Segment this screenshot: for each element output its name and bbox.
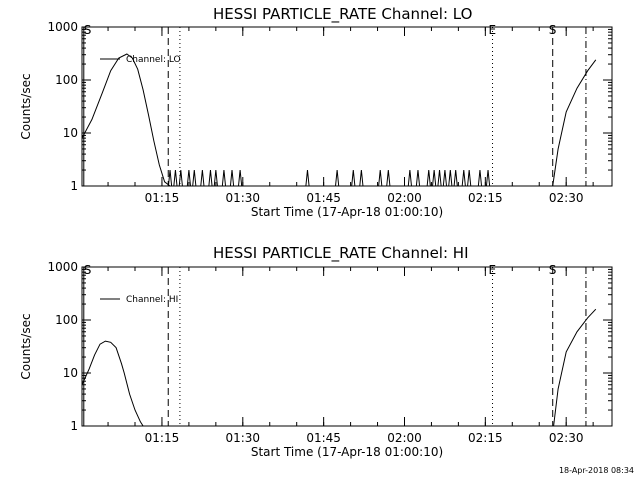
lo-series-spike (192, 169, 197, 187)
lo-series-spike (167, 169, 173, 187)
lo-x-tick-label: 01:30 (225, 191, 260, 205)
lo-series-spike (229, 169, 235, 187)
lo-series-spike (335, 169, 340, 187)
lo-series-spike (305, 169, 310, 187)
lo-y-axis-label: Counts/sec (19, 73, 33, 139)
lo-marker-label: E (489, 23, 497, 37)
lo-series-spike (448, 169, 453, 187)
hi-legend-label: Channel: HI (126, 295, 178, 305)
lo-plot-frame (81, 26, 613, 187)
lo-series-spike (415, 169, 421, 187)
hi-x-axis-label: Start Time (17-Apr-18 01:00:10) (251, 445, 443, 459)
lo-y-tick-label: 1000 (47, 20, 78, 34)
lo-series-spike (173, 169, 178, 187)
hi-plot-frame (81, 266, 613, 427)
lo-series-spike (442, 169, 448, 187)
lo-series-spike (432, 169, 437, 187)
hi-y-tick-label: 1 (70, 419, 78, 433)
lo-series-spike (386, 169, 391, 187)
lo-x-tick-label: 01:15 (145, 191, 180, 205)
hi-marker-label: S (549, 263, 557, 277)
hi-y-tick-label: 10 (63, 366, 78, 380)
hi-series-line (81, 340, 144, 427)
lo-x-axis-label: Start Time (17-Apr-18 01:00:10) (251, 205, 443, 219)
lo-series-spike (238, 169, 243, 187)
lo-series-spike (453, 169, 458, 187)
lo-series-spike (186, 169, 191, 187)
hi-y-tick-label: 1000 (47, 260, 78, 274)
hi-x-tick-label: 02:30 (549, 431, 584, 445)
lo-series-spike (359, 169, 364, 187)
lo-series-spike (467, 169, 472, 187)
lo-series-spike (351, 169, 356, 187)
hi-series-line (553, 308, 597, 427)
lo-series-spike (213, 169, 218, 187)
hi-y-axis-label: Counts/sec (19, 313, 33, 379)
lo-x-tick-label: 02:15 (468, 191, 503, 205)
hi-marker-label: S (84, 263, 92, 277)
lo-series-line (81, 53, 171, 187)
lo-marker-label: S (549, 23, 557, 37)
lo-y-tick-label: 10 (63, 126, 78, 140)
lo-chart-title: HESSI PARTICLE_RATE Channel: LO (213, 5, 473, 23)
lo-x-tick-label: 02:30 (549, 191, 584, 205)
lo-y-tick-label: 100 (55, 73, 78, 87)
hi-x-tick-label: 01:30 (225, 431, 260, 445)
hi-marker-label: E (489, 263, 497, 277)
generated-timestamp: 18-Apr-2018 08:34 (558, 466, 634, 475)
lo-x-tick-label: 01:45 (306, 191, 341, 205)
lo-series-spike (200, 169, 205, 187)
hi-x-tick-label: 01:45 (306, 431, 341, 445)
lo-series-spike (178, 169, 183, 187)
lo-series-spike (485, 169, 491, 187)
lo-legend-label: Channel: LO (126, 55, 181, 65)
lo-series-spike (378, 169, 383, 187)
hi-x-tick-label: 01:15 (145, 431, 180, 445)
lo-series-spike (426, 169, 431, 187)
lo-y-tick-label: 1 (70, 179, 78, 193)
hi-y-tick-label: 100 (55, 313, 78, 327)
lo-series-spike (208, 169, 213, 187)
hi-x-tick-label: 02:00 (387, 431, 422, 445)
lo-series-spike (477, 169, 483, 187)
lo-series-spike (461, 169, 466, 187)
hi-chart-title: HESSI PARTICLE_RATE Channel: HI (213, 244, 469, 262)
lo-x-tick-label: 02:00 (387, 191, 422, 205)
hi-x-tick-label: 02:15 (468, 431, 503, 445)
lo-marker-label: S (84, 23, 92, 37)
lo-series-spike (437, 169, 442, 187)
lo-series-spike (407, 169, 412, 187)
lo-series-spike (221, 169, 227, 187)
lo-series-line (552, 59, 597, 187)
